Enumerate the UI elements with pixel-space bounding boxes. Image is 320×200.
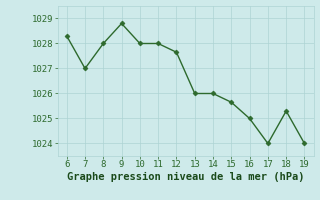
X-axis label: Graphe pression niveau de la mer (hPa): Graphe pression niveau de la mer (hPa)	[67, 172, 304, 182]
